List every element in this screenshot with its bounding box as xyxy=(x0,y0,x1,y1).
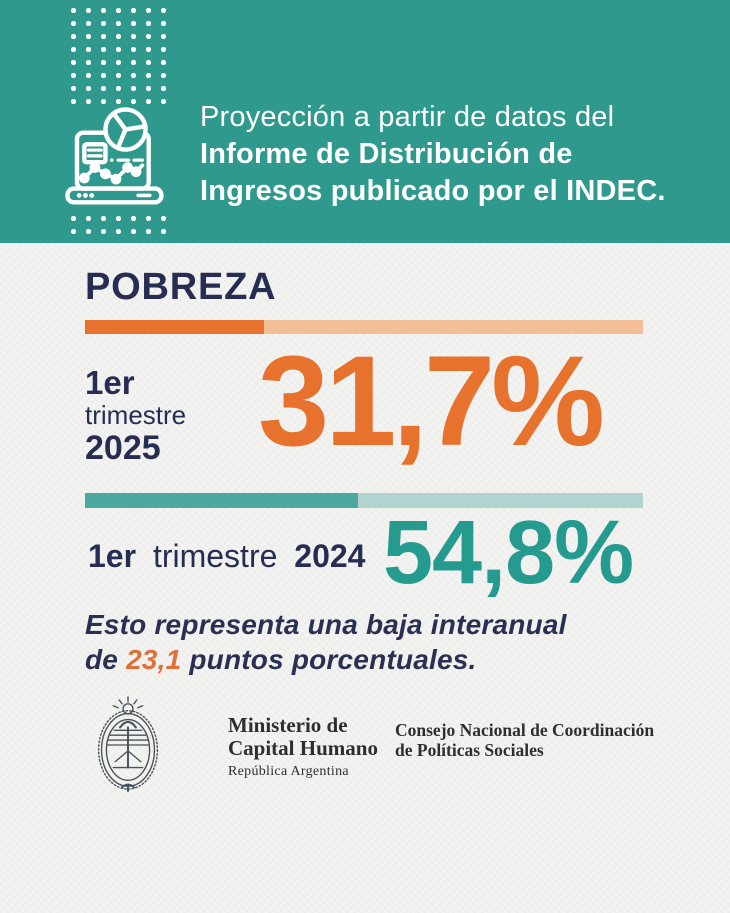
period-2025-word: trimestre xyxy=(85,400,187,430)
period-label-2025: 1er trimestre 2025 xyxy=(85,364,187,467)
change-note-line2-prefix: de xyxy=(85,644,127,675)
change-note-line2-suffix: puntos porcentuales. xyxy=(181,644,477,675)
period-2024-ordinal: 1er xyxy=(88,538,137,574)
header-banner: Proyección a partir de datos del Informe… xyxy=(0,0,730,243)
poverty-value-2025: 31,7% xyxy=(258,330,605,473)
bar-2024 xyxy=(85,493,643,508)
poverty-value-2024: 54,8% xyxy=(383,503,634,603)
banner-caption-line3: Ingresos publicado por el INDEC. xyxy=(200,175,666,207)
dot-pattern-top xyxy=(66,4,170,108)
ministry-line1: Ministerio de xyxy=(228,713,348,737)
dot-pattern-bottom xyxy=(66,212,170,239)
change-note: Esto representa una baja interanual de 2… xyxy=(85,607,645,677)
ministry-line2: Capital Humano xyxy=(228,736,378,760)
bar-2024-fill xyxy=(85,493,359,508)
laptop-analytics-icon xyxy=(65,107,164,205)
change-note-line2: de 23,1 puntos porcentuales. xyxy=(85,642,645,677)
banner-caption: Proyección a partir de datos del Informe… xyxy=(200,99,666,210)
period-2025-year: 2025 xyxy=(85,429,161,467)
banner-caption-line2: Informe de Distribución de xyxy=(200,138,573,170)
page-title: POBREZA xyxy=(85,266,277,308)
period-2024-word: trimestre xyxy=(152,538,278,574)
period-2024-year: 2024 xyxy=(294,538,366,574)
change-note-line1: Esto representa una baja interanual xyxy=(85,609,567,640)
ministry-logo-text: Ministerio de Capital Humano República A… xyxy=(228,714,378,780)
argentina-coat-of-arms xyxy=(97,696,159,793)
council-logo-text: Consejo Nacional de Coordinación de Polí… xyxy=(395,720,654,760)
bar-2025-fill xyxy=(85,320,264,334)
bar-2025 xyxy=(85,320,643,334)
period-label-2024: 1er trimestre 2024 xyxy=(88,538,365,575)
change-note-highlight: 23,1 xyxy=(126,644,182,675)
council-line1: Consejo Nacional de Coordinación xyxy=(395,720,655,740)
period-2025-ordinal: 1er xyxy=(85,364,135,401)
council-line2: de Políticas Sociales xyxy=(395,740,544,760)
ministry-line3: República Argentina xyxy=(228,764,349,779)
banner-caption-line1: Proyección a partir de datos del xyxy=(200,101,615,133)
